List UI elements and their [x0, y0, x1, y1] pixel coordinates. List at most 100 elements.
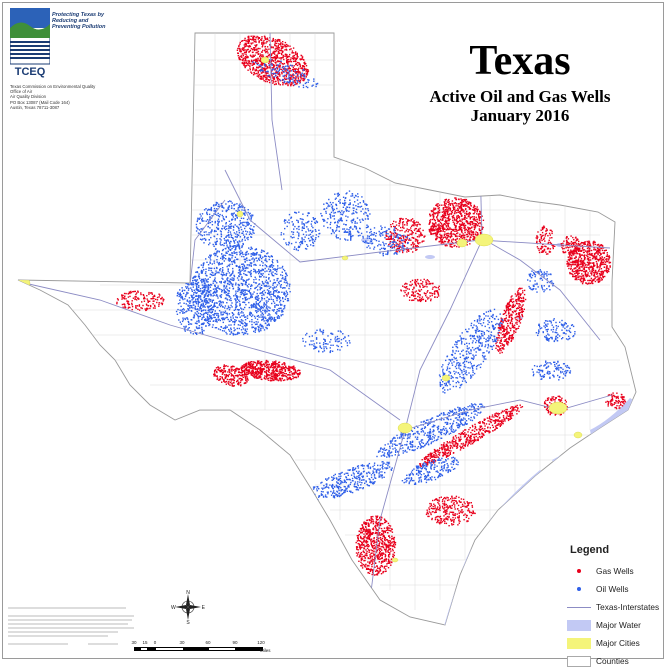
well-dot — [243, 39, 246, 41]
well-dot — [248, 38, 250, 40]
well-dot — [255, 40, 257, 42]
well-dot — [476, 429, 478, 431]
well-dot — [446, 496, 448, 499]
well-dot — [257, 70, 259, 72]
well-dot — [366, 536, 369, 538]
well-dot — [252, 54, 254, 56]
well-dot — [511, 326, 514, 328]
well-dot — [591, 282, 593, 285]
well-dot — [272, 371, 275, 374]
well-dot — [501, 419, 503, 421]
well-dot — [603, 266, 606, 268]
well-dot — [591, 268, 594, 270]
well-dot — [388, 243, 390, 246]
well-dot — [398, 225, 400, 227]
well-dot — [384, 565, 386, 567]
well-dot — [446, 449, 448, 451]
well-dot — [262, 364, 265, 366]
well-dot — [364, 545, 366, 548]
well-dot — [362, 526, 364, 528]
well-dot — [584, 254, 586, 256]
well-dot — [280, 45, 282, 48]
well-dot — [458, 220, 461, 222]
well-dot — [454, 445, 456, 447]
well-dot — [440, 236, 443, 238]
well-dot — [223, 365, 225, 368]
well-dot — [464, 208, 467, 211]
well-dot — [274, 57, 277, 59]
well-dot — [450, 232, 452, 234]
well-dot — [266, 374, 268, 376]
well-dot — [276, 56, 279, 59]
well-dot — [473, 433, 476, 436]
well-dot — [240, 369, 243, 371]
well-dot — [433, 226, 436, 228]
well-dot — [431, 228, 434, 230]
well-dot — [568, 263, 570, 266]
well-dot — [485, 430, 487, 433]
well-dot — [287, 62, 289, 64]
well-dot — [284, 41, 287, 44]
well-dot — [499, 416, 501, 419]
well-dot — [363, 548, 365, 550]
well-dot — [441, 240, 443, 242]
well-dot — [385, 543, 387, 545]
well-dot — [446, 452, 449, 455]
well-dot — [447, 204, 450, 206]
well-dot — [563, 240, 565, 242]
well-dot — [267, 38, 269, 41]
well-dot — [430, 232, 432, 234]
well-dot — [290, 366, 292, 369]
well-dot — [284, 364, 286, 366]
well-dot — [380, 546, 382, 548]
well-dot — [464, 214, 466, 217]
well-dot — [249, 365, 251, 367]
well-dot — [432, 224, 434, 226]
well-dot — [566, 260, 568, 263]
well-dot — [591, 253, 593, 255]
well-dot — [276, 379, 278, 381]
well-dot — [509, 410, 512, 413]
well-dot — [600, 263, 603, 266]
well-dot — [436, 203, 438, 205]
well-dot — [471, 424, 474, 427]
well-dot — [447, 218, 450, 220]
well-dot — [594, 257, 597, 259]
well-dot — [445, 456, 448, 458]
well-dot — [251, 369, 253, 372]
well-dot — [451, 215, 453, 218]
well-dot — [285, 74, 288, 76]
well-dot — [487, 427, 489, 429]
well-dot — [492, 426, 494, 428]
well-dot — [378, 561, 380, 563]
well-dot — [444, 231, 446, 233]
well-dot — [364, 564, 366, 566]
well-dot — [461, 201, 464, 203]
well-dot — [360, 561, 362, 563]
well-dot — [439, 211, 441, 213]
well-dot — [496, 349, 499, 351]
well-dot — [254, 368, 257, 371]
well-dot — [243, 46, 246, 48]
well-dot — [414, 238, 417, 240]
well-dot — [261, 55, 263, 58]
well-dot — [238, 44, 240, 47]
well-dot — [511, 306, 513, 309]
well-dot — [253, 48, 255, 50]
well-dot — [446, 515, 449, 518]
well-dot — [245, 50, 248, 52]
well-dot — [230, 368, 232, 370]
well-dot — [251, 364, 254, 366]
well-dot — [301, 58, 303, 60]
well-dot — [452, 497, 454, 500]
well-dot — [507, 325, 510, 327]
well-dot — [512, 409, 515, 411]
well-dot — [383, 567, 385, 569]
well-dot — [470, 220, 473, 223]
well-dot — [594, 241, 596, 243]
well-dot — [464, 212, 466, 214]
well-dot — [382, 532, 385, 534]
well-dot — [501, 334, 504, 336]
well-dot — [248, 51, 250, 53]
well-dot — [243, 64, 245, 67]
